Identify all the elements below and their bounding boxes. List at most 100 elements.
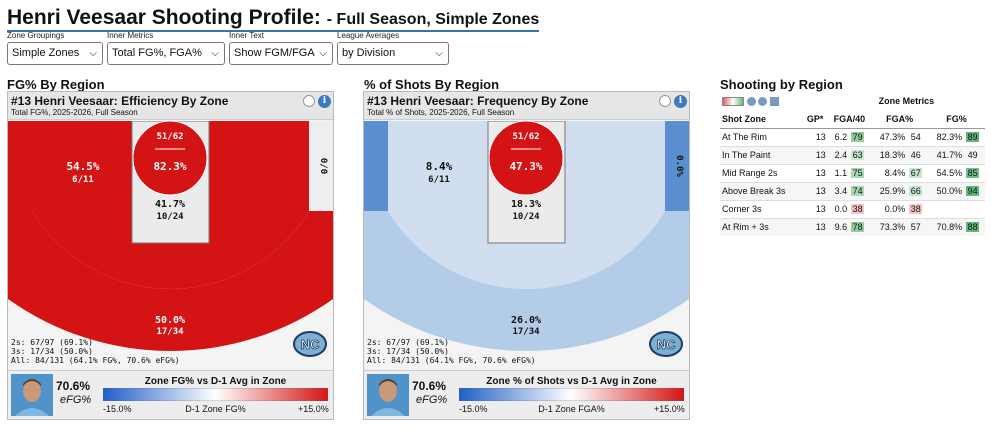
info-icon[interactable]: i bbox=[318, 95, 331, 108]
inner-text-label: Inner Text bbox=[229, 31, 264, 40]
color-scale bbox=[459, 388, 684, 401]
efg-value: 70.6% bbox=[412, 379, 447, 393]
paint-frac-label: 10/24 bbox=[156, 212, 184, 222]
fgap-cell: 0.0% bbox=[871, 199, 908, 218]
inner-text-select[interactable]: Show FGM/FGA ⌵ bbox=[229, 42, 333, 65]
col-gp[interactable]: GP* bbox=[802, 110, 828, 129]
fga40-cell: 6.2 bbox=[827, 127, 850, 146]
chevron-down-icon: ⌵ bbox=[319, 48, 327, 59]
fga40-cell: 2.4 bbox=[827, 145, 850, 164]
toggle-icon[interactable] bbox=[659, 95, 671, 107]
league-averages-label: League Averages bbox=[337, 31, 400, 40]
zone-cell: At The Rim bbox=[720, 127, 803, 146]
rim-frac-label: 51/62 bbox=[512, 132, 539, 142]
table-row: In The Paint 13 2.4 63 18.3% 46 41.7% 49 bbox=[720, 145, 985, 164]
zone-cell: Corner 3s bbox=[720, 199, 803, 218]
toggle-icon[interactable] bbox=[303, 95, 315, 107]
chevron-down-icon: ⌵ bbox=[89, 48, 97, 59]
corner-right-label: 0/0 bbox=[318, 158, 328, 174]
fg-cell bbox=[928, 199, 965, 218]
three-pct-label: 50.0% bbox=[155, 315, 185, 326]
fgap-rank: 38 bbox=[909, 204, 923, 214]
zone-cell: Above Break 3s bbox=[720, 181, 803, 200]
fg-rank: 88 bbox=[966, 222, 980, 233]
fga40-rank: 63 bbox=[851, 150, 865, 160]
zone-three[interactable] bbox=[8, 211, 333, 351]
three-pct-label: 26.0% bbox=[511, 315, 541, 326]
fga40-cell: 3.4 bbox=[827, 181, 850, 200]
gp-cell: 13 bbox=[802, 145, 828, 164]
zone-three[interactable] bbox=[364, 211, 689, 351]
fg-cell: 54.5% bbox=[928, 163, 965, 182]
zone-groupings-control: Zone Groupings Simple Zones ⌵ bbox=[7, 31, 103, 65]
fg-rank: 94 bbox=[966, 186, 980, 196]
inner-metrics-select[interactable]: Total FG%, FGA% ⌵ bbox=[107, 42, 225, 65]
fga40-cell: 0.0 bbox=[827, 199, 850, 218]
rim-frac-label: 51/62 bbox=[156, 132, 183, 142]
league-averages-select[interactable]: by Division ⌵ bbox=[337, 42, 449, 65]
fgap-rank: 66 bbox=[909, 186, 923, 196]
gp-cell: 13 bbox=[802, 163, 828, 182]
col-fga-pct[interactable]: FGA% bbox=[871, 110, 929, 129]
zone-corner-left[interactable] bbox=[364, 121, 388, 211]
inner-text-value: Show FGM/FGA bbox=[234, 47, 315, 59]
fg-cell: 41.7% bbox=[928, 145, 965, 164]
info-icon[interactable]: i bbox=[674, 95, 687, 108]
three-frac-label: 17/34 bbox=[512, 327, 540, 337]
player-avatar bbox=[367, 374, 409, 416]
frequency-panel-subtitle: Total % of Shots, 2025-2026, Full Season bbox=[367, 108, 515, 117]
fgap-rank: 67 bbox=[909, 168, 923, 178]
table-row: Corner 3s 13 0.0 38 0.0% 38 bbox=[720, 199, 985, 218]
inner-metrics-control: Inner Metrics Total FG%, FGA% ⌵ bbox=[107, 31, 225, 65]
fga40-rank: 75 bbox=[851, 168, 865, 178]
zone-groupings-value: Simple Zones bbox=[12, 47, 80, 59]
fgap-rank: 57 bbox=[910, 222, 921, 233]
all-stat: All: 84/131 (64.1% FG%, 70.6% eFG%) bbox=[11, 356, 180, 365]
fg-rank: 89 bbox=[966, 132, 980, 142]
inner-metrics-label: Inner Metrics bbox=[107, 31, 154, 40]
zone-corner-right[interactable] bbox=[665, 121, 689, 211]
fgap-rank: 46 bbox=[910, 150, 921, 160]
zone-corner-right[interactable] bbox=[309, 121, 333, 211]
svg-text:NC: NC bbox=[657, 337, 676, 352]
zone-groupings-select[interactable]: Simple Zones ⌵ bbox=[7, 42, 103, 65]
chevron-down-icon: ⌵ bbox=[211, 48, 219, 59]
filter-icon[interactable] bbox=[746, 97, 756, 107]
shots-by-region-heading: % of Shots By Region bbox=[364, 77, 500, 92]
legend-max: +15.0% bbox=[298, 404, 329, 414]
league-averages-value: by Division bbox=[342, 47, 396, 59]
paint-pct-label: 41.7% bbox=[155, 199, 185, 210]
fgap-cell: 18.3% bbox=[871, 145, 908, 164]
chevron-down-icon: ⌵ bbox=[435, 48, 443, 59]
shooting-by-region-heading: Shooting by Region bbox=[720, 77, 843, 92]
col-shot-zone[interactable]: Shot Zone bbox=[720, 110, 803, 129]
efficiency-panel: #13 Henri Veesaar: Efficiency By Zone To… bbox=[7, 91, 334, 420]
zone-cell: In The Paint bbox=[720, 145, 803, 164]
zone-rim[interactable] bbox=[488, 121, 564, 196]
efficiency-panel-title: #13 Henri Veesaar: Efficiency By Zone bbox=[11, 94, 229, 108]
svg-text:NC: NC bbox=[301, 337, 320, 352]
download-icon[interactable] bbox=[769, 97, 779, 107]
efficiency-panel-header: #13 Henri Veesaar: Efficiency By Zone To… bbox=[8, 92, 333, 120]
fga40-rank: 78 bbox=[851, 222, 865, 233]
title-main: Henri Veesaar Shooting Profile: bbox=[7, 6, 321, 29]
efficiency-panel-subtitle: Total FG%, 2025-2026, Full Season bbox=[11, 108, 138, 117]
fgap-cell: 25.9% bbox=[871, 181, 908, 200]
col-fga40[interactable]: FGA/40 bbox=[827, 110, 872, 129]
zone-rim[interactable] bbox=[132, 121, 208, 196]
mid-frac-label: 6/11 bbox=[428, 175, 450, 185]
fg-rank: 85 bbox=[966, 168, 980, 178]
fg-cell: 82.3% bbox=[928, 127, 965, 146]
info-icon[interactable] bbox=[758, 97, 768, 107]
legend-max: +15.0% bbox=[654, 404, 685, 414]
rim-pct-label: 82.3% bbox=[153, 160, 186, 173]
shooting-table: Zone Metrics Shot Zone GP* FGA/40 FGA% F… bbox=[720, 92, 985, 236]
col-fg-pct[interactable]: FG% bbox=[928, 110, 985, 129]
legend-mid: D-1 Zone FGA% bbox=[538, 404, 605, 414]
efg-value: 70.6% bbox=[56, 379, 91, 393]
fgap-cell: 8.4% bbox=[871, 163, 908, 182]
threes-stat: 3s: 17/34 (50.0%) bbox=[11, 347, 93, 356]
color-scale-icon[interactable] bbox=[722, 97, 744, 107]
fga40-cell: 1.1 bbox=[827, 163, 850, 182]
table-row: At The Rim 13 6.2 79 47.3% 54 82.3% 89 bbox=[720, 127, 985, 146]
